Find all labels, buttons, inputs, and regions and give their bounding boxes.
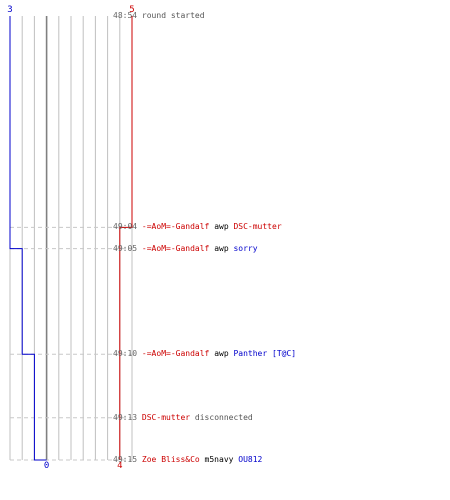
event-victim: OU812 bbox=[238, 455, 263, 464]
event-action: disconnected bbox=[194, 412, 253, 422]
event-time: 49:04 bbox=[113, 222, 138, 232]
event-row: 49:15 Zoe Bliss&Co m5navy OU812 bbox=[113, 454, 262, 466]
red-end-score-label: 4 bbox=[117, 461, 122, 471]
event-row: 48:54 round started bbox=[113, 10, 205, 22]
event-row: 49:05 -=AoM=-Gandalf awp sorry bbox=[113, 243, 258, 255]
event-row: 49:10 -=AoM=-Gandalf awp Panther [T@C] bbox=[113, 348, 296, 360]
event-message: round started bbox=[141, 11, 205, 20]
series-blue-line bbox=[9, 16, 47, 461]
event-victim: DSC-mutter bbox=[233, 222, 282, 232]
score-labels: 3 5 0 4 bbox=[7, 5, 134, 471]
event-killer: Zoe Bliss&Co bbox=[141, 455, 200, 464]
event-time: 49:15 bbox=[113, 455, 138, 464]
blue-start-score-label: 3 bbox=[7, 5, 12, 15]
event-time: 49:05 bbox=[113, 243, 138, 253]
event-time: 48:54 bbox=[113, 11, 138, 20]
event-dashed-lines bbox=[10, 226, 134, 461]
grid-lines bbox=[9, 16, 133, 460]
event-time: 49:10 bbox=[113, 349, 138, 359]
score-series bbox=[9, 16, 133, 461]
event-killer: -=AoM=-Gandalf bbox=[141, 349, 210, 359]
event-killer: -=AoM=-Gandalf bbox=[141, 243, 210, 253]
event-weapon: awp bbox=[214, 222, 229, 232]
series-red-line bbox=[119, 16, 133, 460]
event-time: 49:13 bbox=[113, 412, 138, 422]
event-victim: sorry bbox=[233, 243, 258, 253]
blue-end-score-label: 0 bbox=[44, 461, 49, 471]
event-weapon: awp bbox=[214, 243, 229, 253]
event-weapon: m5navy bbox=[204, 455, 234, 464]
event-row: 49:13 DSC-mutter disconnected bbox=[113, 412, 253, 424]
event-victim: Panther [T@C] bbox=[233, 349, 297, 359]
event-row: 49:04 -=AoM=-Gandalf awp DSC-mutter bbox=[113, 221, 282, 233]
event-actor: DSC-mutter bbox=[141, 412, 191, 422]
event-weapon: awp bbox=[214, 349, 229, 359]
red-start-score-label: 5 bbox=[129, 5, 134, 15]
event-killer: -=AoM=-Gandalf bbox=[141, 222, 210, 232]
